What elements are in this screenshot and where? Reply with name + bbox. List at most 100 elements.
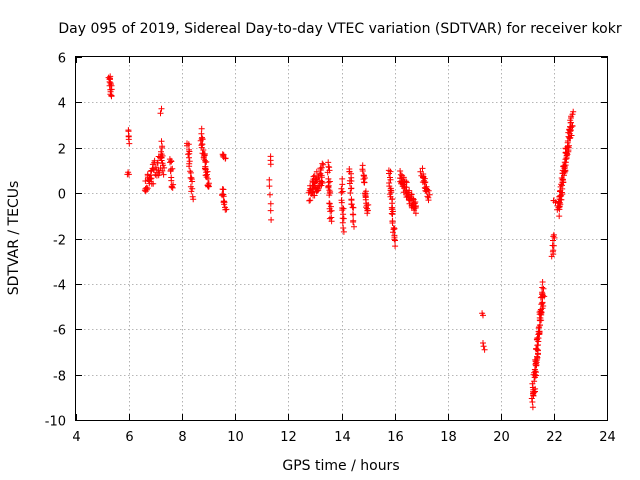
data-point	[568, 115, 574, 121]
data-point	[559, 191, 566, 198]
data-point	[126, 140, 133, 147]
data-point	[535, 325, 542, 332]
data-point	[535, 347, 541, 354]
data-point	[569, 122, 576, 129]
data-point	[202, 163, 209, 170]
data-point	[388, 189, 395, 196]
data-point	[566, 142, 572, 149]
data-point	[559, 185, 566, 192]
data-point	[168, 184, 175, 191]
y-tick-label: 6	[58, 52, 66, 67]
data-point	[535, 335, 542, 342]
data-point	[568, 132, 575, 139]
data-point	[159, 144, 165, 151]
x-tick-label: 24	[599, 430, 616, 445]
data-point	[480, 312, 486, 319]
data-point	[160, 162, 167, 169]
data-point	[550, 231, 557, 238]
data-point	[313, 168, 320, 175]
data-point	[365, 201, 372, 208]
y-tick-label: -8	[53, 370, 66, 385]
data-point	[390, 229, 396, 236]
data-point	[412, 210, 419, 217]
data-point	[348, 201, 355, 208]
ticks	[76, 57, 608, 421]
x-axis-label: GPS time / hours	[282, 458, 399, 474]
data-point	[532, 360, 539, 367]
y-tick-label: -2	[53, 234, 66, 249]
data-point	[533, 372, 540, 379]
data-point	[325, 163, 332, 170]
data-point	[327, 208, 334, 215]
data-point	[348, 185, 355, 192]
data-point	[187, 168, 194, 175]
data-point	[315, 185, 322, 192]
data-point	[168, 177, 175, 184]
data-point	[185, 141, 192, 148]
data-point	[328, 207, 335, 214]
data-point	[406, 187, 413, 194]
data-point	[531, 378, 538, 385]
data-point	[159, 167, 166, 174]
data-point	[169, 184, 176, 191]
data-point	[188, 188, 195, 195]
data-point	[221, 199, 228, 206]
data-point	[540, 303, 547, 309]
data-point	[268, 216, 275, 223]
data-point	[410, 195, 417, 202]
data-point	[419, 165, 426, 172]
data-point	[318, 178, 325, 185]
data-point	[267, 207, 274, 214]
data-point	[339, 175, 346, 182]
data-point	[157, 110, 164, 117]
data-point	[350, 211, 357, 218]
data-point	[190, 196, 197, 203]
data-point	[326, 215, 333, 222]
data-point	[391, 225, 398, 232]
data-point	[160, 171, 167, 178]
data-points	[105, 73, 577, 411]
data-point	[540, 285, 547, 292]
data-point	[350, 204, 357, 211]
data-point	[397, 168, 404, 174]
data-point	[387, 174, 393, 181]
data-point	[144, 185, 151, 192]
data-point	[222, 204, 228, 211]
data-point	[364, 207, 371, 214]
data-point	[569, 111, 576, 118]
data-point	[267, 200, 274, 207]
x-tick-label: 14	[334, 430, 351, 445]
data-point	[400, 174, 407, 181]
data-point	[392, 243, 399, 250]
data-point	[158, 138, 165, 145]
data-point	[198, 130, 205, 137]
data-point	[537, 317, 544, 324]
data-point	[340, 205, 347, 212]
data-point	[422, 179, 429, 186]
data-point	[529, 399, 536, 405]
y-tick-label: -6	[53, 324, 66, 339]
data-point	[311, 192, 318, 199]
data-point	[480, 340, 486, 346]
data-point	[203, 158, 210, 165]
data-point	[314, 175, 321, 182]
data-point	[559, 176, 566, 183]
data-point	[351, 223, 357, 230]
data-point	[387, 168, 394, 175]
data-point	[389, 218, 396, 224]
x-tick-label: 4	[72, 430, 80, 445]
data-point	[266, 183, 273, 190]
data-point	[320, 161, 327, 168]
data-point	[537, 306, 544, 313]
x-tick-label: 22	[546, 430, 563, 445]
data-point	[324, 169, 331, 176]
data-point	[350, 217, 357, 224]
data-point	[188, 176, 195, 183]
data-point	[539, 284, 546, 291]
data-point	[550, 247, 557, 254]
data-point	[392, 237, 398, 244]
data-point	[186, 148, 193, 155]
data-point	[125, 171, 132, 178]
data-point	[199, 141, 206, 148]
data-point	[186, 154, 192, 161]
